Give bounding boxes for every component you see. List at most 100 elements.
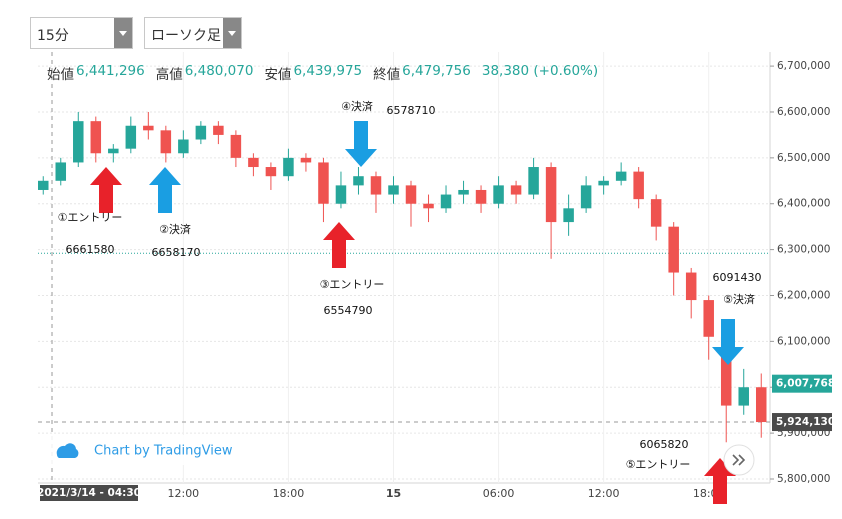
candle-body [38,180,49,190]
annotation-arrow [712,319,744,365]
crosshair-y-box [772,413,832,432]
candle-body [475,189,487,204]
annotation-arrow [345,121,377,167]
legend-value: 6,480,070 [184,63,254,79]
candle-body [458,189,469,195]
x-tick-label: 12:00 [167,487,199,500]
last-price-label: 6,007,768 [776,378,835,390]
candle-body [300,157,312,163]
tradingview-logo [56,443,79,458]
candle-body [405,185,417,204]
annotation-note: 6091430 [713,271,762,284]
crosshair-x-label: 2021/3/14 - 04:30 [37,487,141,499]
interval-select[interactable]: 15分 [30,17,133,49]
candle-body [265,167,277,177]
annotation-label: ④決済 [341,99,373,113]
watermark-text: Chart by TradingView [94,444,233,459]
candle-body [755,387,767,423]
candle-body [633,171,644,200]
legend-key: 終値 [373,67,401,83]
candle-body [738,387,749,406]
annotation-note: 6661580 [66,243,115,256]
candle-body [73,121,84,163]
annotation-label: ⑤決済 [723,292,755,306]
candle-body [615,171,627,181]
annotation-label: ①エントリー [58,211,123,224]
candle-body [55,162,67,181]
price-axis-bg [770,52,842,483]
candle-body [335,185,347,204]
dropdown-tab [114,18,132,48]
candle-body [563,208,574,223]
candle-body [143,125,154,131]
candle-body [528,167,539,195]
candle-body [125,125,137,149]
crosshair-y-label: 5,924,130 [776,416,835,428]
candle-body [318,162,329,204]
y-tick-label: 6,100,000 [777,335,830,347]
candle-body [248,157,259,168]
y-tick-label: 6,500,000 [777,152,830,164]
candle-body [423,203,434,209]
candle-body [90,121,102,154]
annotation-label: ②決済 [159,222,191,236]
annotation-arrow [90,167,122,213]
candle-body [580,185,592,209]
candle-body [720,336,732,406]
crosshair-x-box [40,485,138,501]
watermark-bg [48,435,238,465]
legend-change: 38,380 (+0.60%) [481,63,599,79]
annotation-note: 6554790 [324,304,373,317]
y-tick-label: 6,300,000 [777,244,830,256]
y-tick-label: 5,800,000 [777,473,830,485]
scroll-icon [732,454,746,466]
dropdown-tab [223,18,241,48]
candle-body [685,272,697,301]
candle-body [493,185,504,204]
y-tick-label: 6,200,000 [777,289,830,301]
legend-key: 安値 [264,67,292,83]
x-tick-label: 06:00 [483,487,515,500]
last-price-box [772,374,832,393]
y-tick-label: 6,400,000 [777,198,830,210]
annotation-label: ③エントリー [320,278,385,291]
annotation-arrow [149,167,181,213]
candle-body [650,199,662,227]
y-tick-label: 6,600,000 [777,106,830,118]
candle-body [108,148,119,154]
x-tick-label: 15 [386,487,401,500]
annotation-note: 6065820 [640,438,689,451]
candle-body [353,176,364,186]
annotation-note: 6658170 [152,246,201,259]
ohlc-legend: 始値 6,441,296 高値 6,480,070 安値 6,439,975 終値 6,… [47,63,609,83]
annotation-arrow [323,222,355,268]
candle-body [388,185,399,195]
candle-body [510,185,522,195]
candle-body [178,139,189,154]
candle-body [195,125,207,140]
candle-body [283,157,294,177]
legend-key: 高値 [155,67,183,83]
x-tick-label: 18:00 [273,487,305,500]
legend-value: 6,439,975 [293,63,363,79]
legend-value: 6,441,296 [76,63,145,79]
interval-text: 15分 [37,28,69,44]
candle-body [598,180,609,186]
candle-body [545,167,557,223]
x-tick-label: 12:00 [588,487,620,500]
candle-body [160,130,172,154]
candle-body [668,226,679,273]
legend-value: 6,479,756 [402,63,471,79]
style-select[interactable]: ローソク足 [144,17,242,49]
annotation-note: 6578710 [387,104,436,117]
candle-body [213,125,224,135]
legend-key: 始値 [47,67,74,83]
candle-body [230,134,242,158]
y-tick-label: 6,700,000 [777,60,830,72]
candle-body [703,300,714,337]
annotation-label: ⑤エントリー [626,458,691,471]
candle-body [440,194,452,209]
style-text: ローソク足 [151,28,221,44]
